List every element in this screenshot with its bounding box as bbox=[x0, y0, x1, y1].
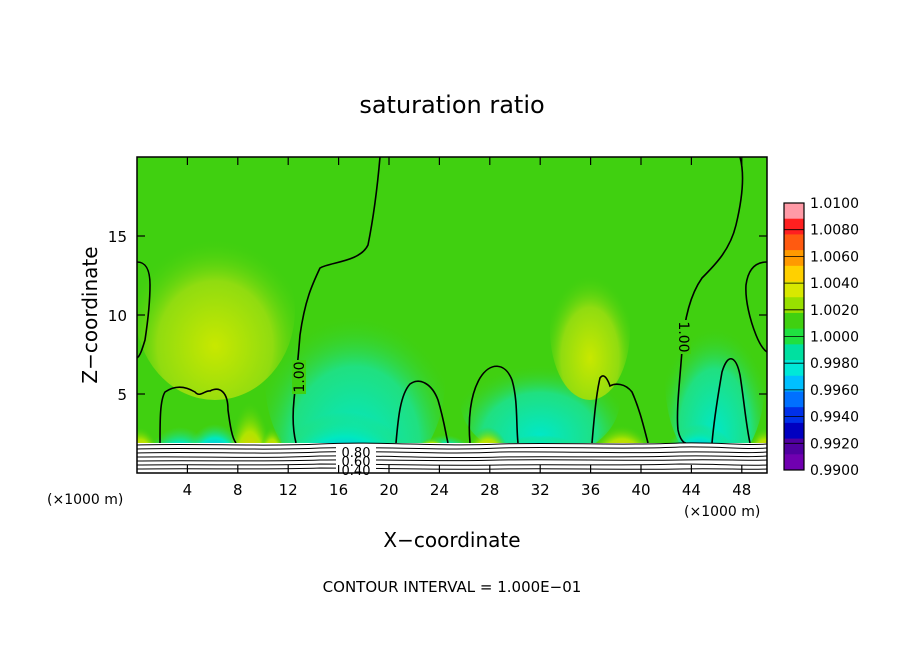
colorbar-swatch bbox=[784, 375, 804, 392]
colorbar-swatch bbox=[784, 407, 804, 424]
surface-contour bbox=[137, 463, 767, 466]
colorbar-label: 0.9940 bbox=[810, 410, 859, 426]
colorbar-label: 0.9960 bbox=[810, 383, 859, 399]
field-region bbox=[550, 260, 630, 400]
colorbar-label: 0.9900 bbox=[810, 463, 859, 479]
x-tick-label: 8 bbox=[233, 481, 243, 499]
colorbar-swatch bbox=[784, 454, 804, 471]
surface-contour bbox=[137, 459, 767, 462]
x-tick-label: 44 bbox=[682, 481, 701, 499]
surface-contours bbox=[137, 442, 767, 470]
x-tick-label: 36 bbox=[581, 481, 600, 499]
plot-area bbox=[137, 157, 767, 473]
x-tick-label: 4 bbox=[183, 481, 193, 499]
colorbar-label: 1.0040 bbox=[810, 276, 859, 292]
chart-title: saturation ratio bbox=[359, 91, 544, 119]
colorbar-swatch bbox=[784, 203, 804, 220]
contour-label-bg bbox=[677, 320, 691, 354]
contour-1.00-right-edge bbox=[745, 261, 767, 353]
x-tick-label: 40 bbox=[631, 481, 650, 499]
colorbar-swatch bbox=[784, 312, 804, 330]
surface-contour bbox=[137, 442, 767, 446]
colorbar-swatch bbox=[784, 422, 804, 440]
colorbar-swatch bbox=[784, 234, 804, 251]
surface-contour bbox=[137, 455, 767, 459]
x-tick-label: 28 bbox=[480, 481, 499, 499]
x-tick-label: 12 bbox=[279, 481, 298, 499]
contour-label: 1.00 bbox=[292, 361, 308, 392]
z-unit-label: (×1000 m) bbox=[47, 492, 123, 508]
contour-label: 0.80 bbox=[342, 446, 371, 461]
colorbar-swatch bbox=[784, 281, 804, 298]
colorbar: 1.0100 1.0080 1.0060 1.0040 1.0020 1.0000 0.99… bbox=[783, 196, 859, 479]
colorbar-swatch bbox=[784, 391, 804, 408]
contour-label: 0.60 bbox=[342, 455, 371, 470]
surface-contour bbox=[137, 446, 767, 450]
colorbar-label: 1.0080 bbox=[810, 223, 859, 239]
contour-1.00-bump bbox=[591, 375, 649, 444]
y-axis-label: Z−coordinate bbox=[78, 246, 102, 383]
colorbar-label: 0.9980 bbox=[810, 356, 859, 372]
colorbar-label: 1.0000 bbox=[810, 330, 859, 346]
colorbar-label: 1.0020 bbox=[810, 303, 859, 319]
field-region bbox=[137, 220, 295, 400]
colorbar-swatch bbox=[784, 297, 804, 314]
colorbar-label: 0.9920 bbox=[810, 436, 859, 452]
colorbar-swatch bbox=[784, 360, 804, 377]
contour-1.00-left-bump bbox=[159, 386, 237, 444]
contour-1.00-bump bbox=[468, 365, 519, 444]
y-ticks: 5 10 15 bbox=[108, 228, 767, 404]
contour-label: 0.40 bbox=[342, 464, 371, 479]
x-ticks: 4 8 12 16 20 24 28 32 36 40 44 48 bbox=[183, 157, 751, 499]
contour-1.00-right-bump bbox=[711, 358, 751, 444]
y-tick-label: 15 bbox=[108, 228, 127, 246]
contour-label: 1.00 bbox=[675, 321, 691, 352]
contour-interval-note: CONTOUR INTERVAL = 1.000E−01 bbox=[323, 578, 582, 596]
x-tick-label: 20 bbox=[379, 481, 398, 499]
colorbar-swatch bbox=[784, 265, 804, 283]
colorbar-swatch bbox=[784, 344, 804, 361]
x-tick-label: 24 bbox=[430, 481, 449, 499]
y-tick-label: 5 bbox=[117, 386, 127, 404]
contour-1.00-bump bbox=[395, 380, 449, 444]
surface-label-bg bbox=[336, 446, 376, 473]
colorbar-label: 1.0100 bbox=[810, 196, 859, 212]
x-tick-label: 32 bbox=[531, 481, 550, 499]
colorbar-label: 1.0060 bbox=[810, 249, 859, 265]
surface-contour bbox=[137, 451, 767, 454]
x-axis-label: X−coordinate bbox=[383, 528, 520, 552]
y-tick-label: 10 bbox=[108, 307, 127, 325]
colorbar-swatch bbox=[784, 250, 804, 267]
contour-label-bg bbox=[292, 360, 306, 394]
contour-1.00-main bbox=[292, 157, 381, 444]
contour-1.00-left-edge bbox=[137, 261, 151, 359]
colorbar-swatch bbox=[784, 218, 804, 235]
x-tick-label: 16 bbox=[329, 481, 348, 499]
contour-1.00-right bbox=[676, 157, 744, 444]
x-tick-label: 48 bbox=[732, 481, 751, 499]
contour-lines bbox=[137, 157, 767, 444]
x-unit-label: (×1000 m) bbox=[684, 504, 760, 520]
colorbar-swatch bbox=[784, 438, 804, 455]
